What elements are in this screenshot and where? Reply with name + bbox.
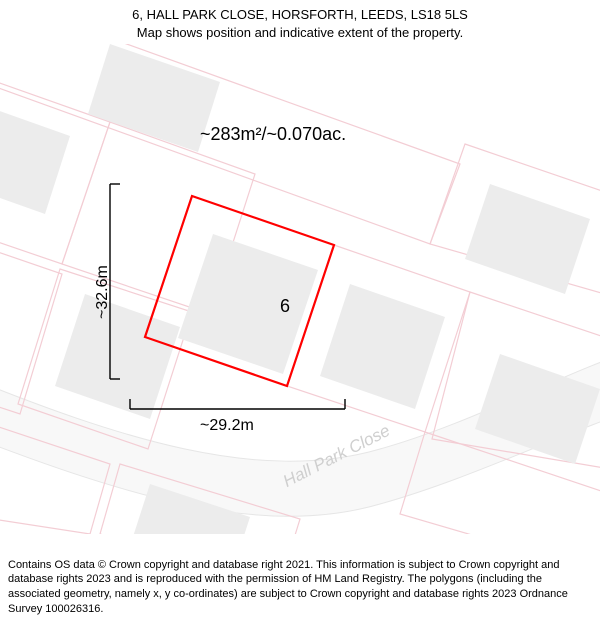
building-footprint bbox=[0, 104, 70, 214]
width-dimension-label: ~29.2m bbox=[200, 417, 254, 435]
page-subtitle: Map shows position and indicative extent… bbox=[10, 24, 590, 42]
parcel-boundary bbox=[0, 239, 62, 414]
map-svg bbox=[0, 44, 600, 534]
footer: Contains OS data © Crown copyright and d… bbox=[0, 552, 600, 625]
footer-text: Contains OS data © Crown copyright and d… bbox=[8, 559, 568, 616]
height-dimension-label: ~32.6m bbox=[94, 265, 112, 319]
map-area: ~283m²/~0.070ac. 6 ~32.6m ~29.2m Hall Pa… bbox=[0, 44, 600, 534]
page-title: 6, HALL PARK CLOSE, HORSFORTH, LEEDS, LS… bbox=[10, 6, 590, 24]
area-label: ~283m²/~0.070ac. bbox=[200, 124, 346, 145]
building-footprint bbox=[465, 184, 590, 294]
house-number-label: 6 bbox=[280, 296, 290, 317]
building-footprint bbox=[55, 294, 180, 419]
header: 6, HALL PARK CLOSE, HORSFORTH, LEEDS, LS… bbox=[0, 0, 600, 43]
building-footprint bbox=[320, 284, 445, 409]
